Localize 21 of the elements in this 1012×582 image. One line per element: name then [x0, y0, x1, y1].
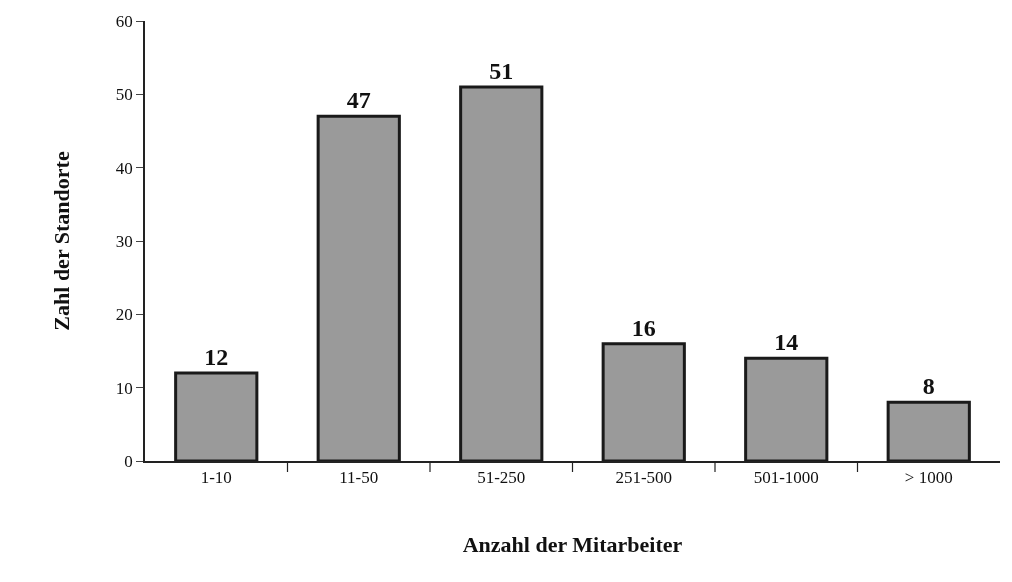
- x-tick-label: 251-500: [615, 468, 673, 488]
- x-tick-label: 51-250: [477, 468, 526, 488]
- y-tick-label: 30: [115, 231, 133, 251]
- y-tick-label: 0: [124, 451, 133, 471]
- x-axis-title: Anzahl der Mitarbeiter: [462, 531, 683, 557]
- data-label: 14: [774, 329, 799, 356]
- y-tick-label: 20: [115, 305, 133, 325]
- y-tick-label: 10: [115, 378, 133, 398]
- data-label: 47: [346, 87, 371, 114]
- y-tick-label: 50: [115, 85, 133, 105]
- data-label: 8: [922, 373, 935, 400]
- x-tick-label: 1-10: [200, 468, 232, 488]
- x-tick-label: 501-1000: [753, 468, 819, 488]
- x-tick-label: > 1000: [904, 468, 953, 488]
- y-axis-title: Zahl der Standorte: [49, 151, 75, 331]
- data-label: 51: [489, 58, 514, 84]
- y-tick-label: 40: [115, 158, 133, 178]
- data-label: 12: [204, 344, 229, 370]
- data-label: 16: [631, 314, 656, 341]
- x-tick-label: 11-50: [339, 468, 379, 488]
- y-tick-label: 60: [115, 11, 133, 31]
